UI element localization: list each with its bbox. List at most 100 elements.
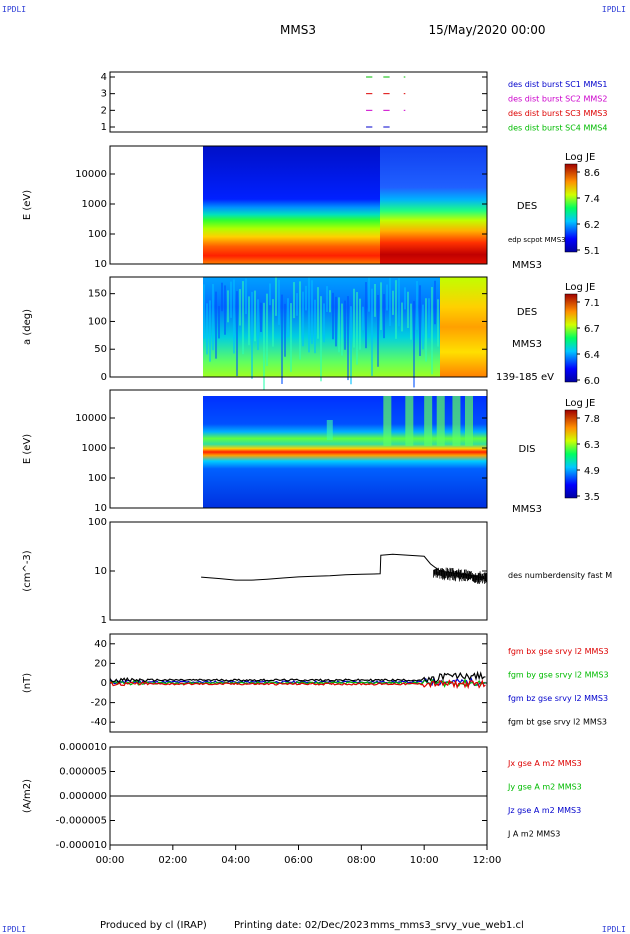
current-legend-entry: Jx gse A m2 MMS3 [507,759,582,768]
burst-y-axis: 1 2 3 4 [101,72,487,133]
fgm-legend-entry: fgm by gse srvy l2 MMS3 [508,671,609,680]
dis-energy-side-label: DIS [519,444,536,455]
des-energy-y-tick-label: 1000 [82,199,107,210]
fgm-series-line [109,679,486,690]
time-tick-label: 00:00 [96,855,125,866]
dis-energy-y-tick-label: 10 [94,503,107,514]
plot-date: 15/May/2020 00:00 [428,23,545,37]
des-pitch-y-tick-label: 150 [88,289,107,300]
time-tick-label: 10:00 [410,855,439,866]
burst-legend-entry: des dist burst SC2 MMS2 [508,95,607,104]
time-tick-label: 08:00 [347,855,376,866]
fgm-y-tick-label: -40 [91,717,107,728]
fgm-series-line [109,670,486,684]
colorbar-tick-label: 6.3 [584,440,600,451]
fgm-y-tick-label: -20 [91,698,107,709]
colorbar-tick-label: 6.7 [584,324,600,335]
burst-legend: des dist burst SC1 MMS1 des dist burst SC… [508,80,607,133]
des-energy-side-label: DES [517,201,537,212]
colorbar-tick-label: 6.4 [584,350,600,361]
current-y-tick-label: 0.000010 [59,742,107,753]
colorbar-tick-label: 7.4 [584,194,600,205]
density-y-tick-label: 1 [101,615,107,626]
fgm-legend-entry: fgm bt gse srvy l2 MMS3 [508,718,607,727]
colorbar-tick-label: 5.1 [584,246,600,257]
fgm-legend: fgm bx gse srvy l2 MMS3 fgm by gse srvy l… [508,647,609,727]
corner-label-bottom-right: IPDLI [601,925,626,934]
dis-energy-colorbar: Log JE 7.8 6.3 4.9 3.5 [564,398,600,503]
current-y-tick-label: 0.000000 [59,791,107,802]
colorbar-tick-label: 4.9 [584,466,600,477]
dis-energy-ylabel: E (eV) [22,434,33,464]
colorbar-title: Log JE [565,152,595,163]
fgm-ylabel: (nT) [22,673,33,693]
fgm-series-line [109,677,486,688]
des-energy-colorbar: Log JE 8.6 7.4 6.2 5.1 [564,152,600,257]
colorbar-tick-label: 8.6 [584,168,600,179]
current-legend-entry: J A m2 MMS3 [507,830,560,839]
time-tick-label: 06:00 [284,855,313,866]
corner-label-top-right: IPDLI [601,5,626,14]
fgm-legend-entry: fgm bz gse srvy l2 MMS3 [508,694,608,703]
burst-y-tick-label: 4 [101,72,107,83]
dis-energy-y-tick-label: 100 [88,473,107,484]
colorbar-title: Log JE [565,398,595,409]
des-pitch-side-label: DES [517,307,537,318]
fgm-y-tick-label: 40 [94,639,107,650]
density-legend: des numberdensity fast M [508,571,612,580]
time-tick-label: 04:00 [221,855,250,866]
des-energy-y-tick-label: 10 [94,259,107,270]
footer-printing-date: Printing date: 02/Dec/2023 [234,920,369,931]
time-axis: 00:00 02:00 04:00 06:00 08:00 10:00 12:00 [96,845,502,866]
colorbar-tick-label: 6.0 [584,376,600,387]
burst-legend-entry: des dist burst SC1 MMS1 [508,80,607,89]
dis-energy-y-tick-label: 1000 [82,443,107,454]
panel-dis-energy: 10 100 1000 10000 E (eV) DIS MMS3 Log JE 7.8… [22,389,600,515]
fgm-y-tick-label: 0 [101,678,107,689]
panel-fgm: -40 -20 0 20 40 (nT) fgm bx gse srvy l2 MMS3… [22,633,609,733]
time-tick-label: 12:00 [473,855,502,866]
current-legend: Jx gse A m2 MMS3 Jy gse A m2 MMS3 Jz gse A… [507,759,582,839]
burst-y-tick-label: 2 [101,105,107,116]
current-ylabel: (A/m2) [22,779,33,813]
density-series-line [201,553,488,581]
des-pitch-spectrogram-post [440,277,487,377]
current-y-tick-label: 0.000005 [59,767,107,778]
corner-label-bottom-left: IPDLI [2,925,27,934]
fgm-y-tick-label: 20 [94,658,107,669]
panel-des-energy: 10 100 1000 10000 E (eV) DES edp scpot MMS3… [22,145,600,271]
density-ylabel: (cm^-3) [22,550,33,591]
des-energy-sc-label: MMS3 [512,260,542,271]
current-legend-entry: Jy gse A m2 MMS3 [507,783,582,792]
des-energy-y-tick-label: 10000 [75,169,107,180]
panel-current: -0.000010 -0.000005 0.000000 0.000005 0.0000… [22,742,582,851]
colorbar-gradient [564,409,578,499]
density-y-tick-label: 100 [88,517,107,528]
burst-segments [366,76,406,128]
current-y-tick-label: -0.000005 [56,816,107,827]
footer-filename: mms_mms3_srvy_vue_web1.cl [370,920,524,931]
spacecraft-title: MMS3 [280,23,316,37]
colorbar-gradient [564,293,578,383]
burst-legend-entry: des dist burst SC3 MMS3 [508,109,607,118]
des-scpot-label: edp scpot MMS3 [508,236,566,244]
current-y-tick-label: -0.000010 [56,840,107,851]
colorbar-tick-label: 3.5 [584,492,600,503]
dis-energy-y-tick-label: 10000 [75,413,107,424]
des-pitch-y-tick-label: 100 [88,316,107,327]
des-pitch-ylabel: a (deg) [22,309,33,345]
time-tick-label: 02:00 [158,855,187,866]
des-pitch-y-tick-label: 0 [101,372,107,383]
dis-energy-sc-label: MMS3 [512,504,542,515]
des-energy-spectrogram-post [380,146,487,264]
panel-des-pitch: 0 50 100 150 a (deg) DES MMS3 139-185 eV Lo… [22,276,600,391]
corner-label-top-left: IPDLI [2,5,27,14]
burst-y-tick-label: 3 [101,89,107,100]
des-pitch-y-tick-label: 50 [94,344,107,355]
footer-produced-by: Produced by cl (IRAP) [100,920,207,931]
burst-legend-entry: des dist burst SC4 MMS4 [508,124,607,133]
des-energy-y-tick-label: 100 [88,229,107,240]
burst-y-tick-label: 1 [101,122,107,133]
